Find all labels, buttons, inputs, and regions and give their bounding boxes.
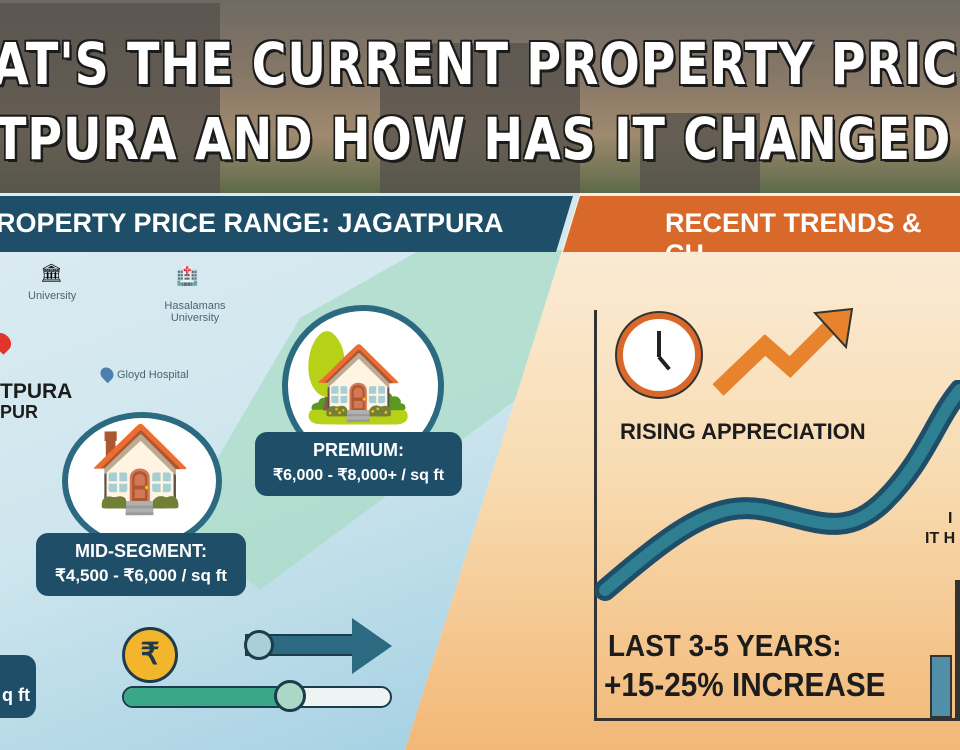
building (380, 43, 580, 193)
slider-knob[interactable] (244, 630, 274, 660)
chart-y-axis (594, 310, 597, 720)
crane-icon (955, 580, 960, 720)
title-line-2: TPURA AND HOW HAS IT CHANGED RECEN (0, 105, 960, 173)
arrow-right-icon (352, 618, 392, 674)
map-label: University (28, 290, 77, 302)
price-slider-track[interactable] (122, 686, 392, 708)
increase-period: LAST 3-5 YEARS: (608, 628, 842, 663)
increase-value: +15-25% INCREASE (604, 666, 886, 703)
villa-icon: 🏡 (302, 326, 415, 426)
rupee-icon: ₹ (122, 627, 178, 683)
tier-price: ₹6,000 - ₹8,000+ / sq ft (272, 467, 445, 484)
appreciation-label: RISING APPRECIATION (620, 419, 866, 444)
tier-price: q ft (2, 685, 30, 705)
side-text: I (948, 510, 953, 527)
slider-fill (124, 688, 297, 706)
building (0, 3, 220, 193)
premium-badge: PREMIUM: ₹6,000 - ₹8,000+ / sq ft (255, 432, 462, 496)
right-panel-header: RECENT TRENDS & CH (563, 196, 960, 252)
right-header-text: RECENT TRENDS & CH (665, 208, 922, 252)
left-header-text: ROPERTY PRICE RANGE: JAGATPURA (0, 208, 504, 238)
rising-arrow-icon (712, 307, 854, 396)
clock-icon (617, 313, 701, 397)
location-city: PUR (0, 402, 39, 422)
budget-badge: q ft (0, 655, 36, 718)
hospital-icon: 🏥 (176, 266, 199, 286)
map-label: Gloyd Hospital (117, 369, 189, 381)
house-icon: 🏠 (88, 421, 193, 515)
university-icon: 🏛 (40, 263, 63, 283)
mid-segment-badge: MID-SEGMENT: ₹4,500 - ₹6,000 / sq ft (36, 533, 246, 596)
tier-name: PREMIUM: (313, 440, 404, 460)
location-name: TPURA (0, 380, 73, 403)
map-label: Hasalamans University (164, 300, 226, 324)
left-panel-header: ROPERTY PRICE RANGE: JAGATPURA (0, 196, 573, 252)
chart-x-axis (594, 718, 960, 721)
tier-price: ₹4,500 - ₹6,000 / sq ft (55, 566, 227, 585)
building (640, 113, 760, 193)
tier-name: MID-SEGMENT: (75, 541, 207, 561)
building-icon (930, 655, 952, 718)
hero-banner: AT'S THE CURRENT PROPERTY PRICE RANG TPU… (0, 0, 960, 193)
side-text: IT H (925, 530, 956, 547)
title-line-1: AT'S THE CURRENT PROPERTY PRICE RANG (0, 30, 960, 98)
slider-knob[interactable] (274, 680, 306, 712)
mid-house-circle: 🏠 (62, 412, 222, 550)
trend-curve (595, 380, 960, 601)
